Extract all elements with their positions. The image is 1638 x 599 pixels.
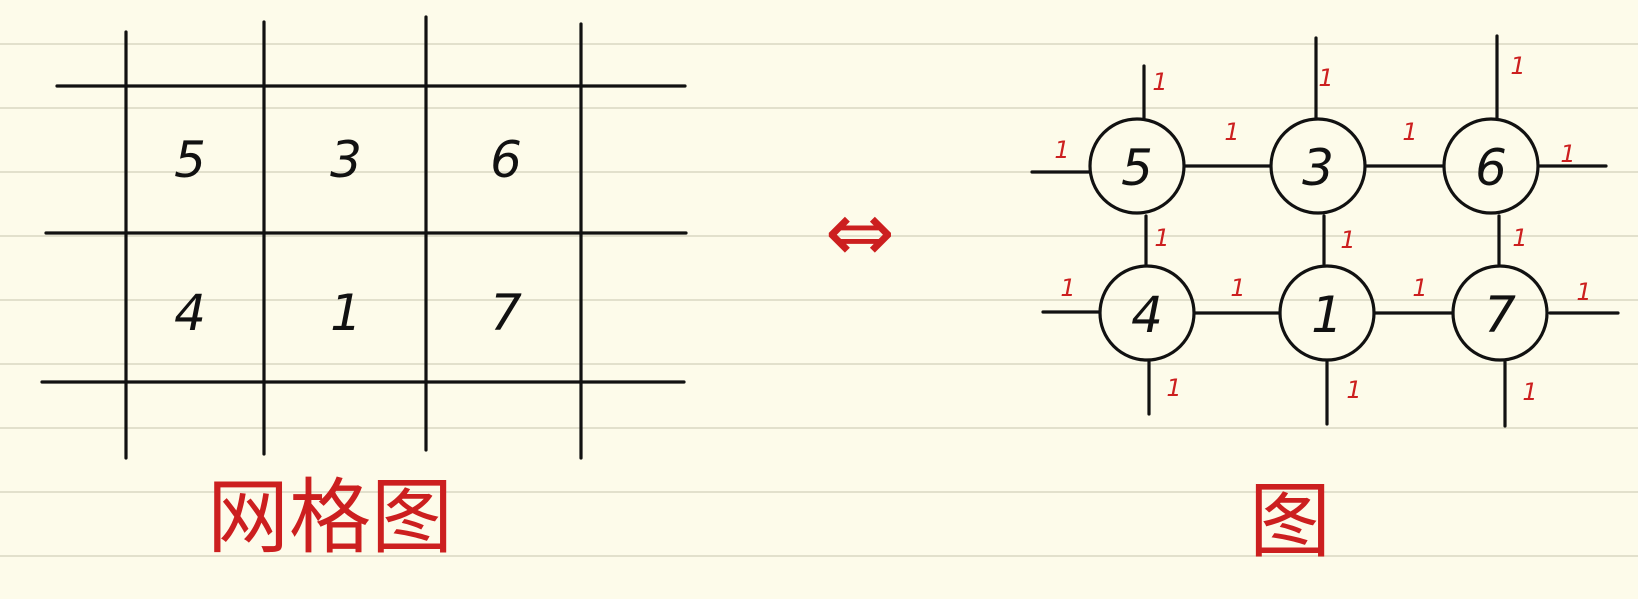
edge-weight-label: 1 [1224, 118, 1239, 146]
graph-node: 3 [1269, 117, 1367, 215]
edge-weight-label: 1 [1340, 226, 1355, 254]
graph-caption: 图 [1249, 475, 1331, 570]
edge-weight-label: 1 [1560, 140, 1575, 168]
grid-cell-value: 4 [174, 284, 206, 342]
edge-weight-label: 1 [1522, 378, 1537, 406]
equivalence-arrow-icon: ⇔ [825, 183, 895, 281]
edge-weight-label: 1 [1230, 274, 1245, 302]
edge-weight-label: 1 [1166, 374, 1181, 402]
edge-weight-label: 1 [1510, 52, 1525, 80]
grid-caption: 网格图 [207, 471, 453, 566]
grid-cell-value: 3 [330, 131, 362, 189]
edge-weight-label: 1 [1054, 136, 1069, 164]
edge-weight-label: 1 [1346, 376, 1361, 404]
grid-cell-value: 6 [490, 131, 522, 189]
edge-weight-label: 1 [1412, 274, 1427, 302]
graph-node-label: 7 [1484, 286, 1516, 344]
edge-weight-label: 1 [1318, 64, 1333, 92]
ruled-paper-lines [0, 43, 1638, 557]
edge-weight-label: 1 [1512, 224, 1527, 252]
graph-node-label: 1 [1311, 286, 1343, 344]
graph-node-label: 3 [1302, 139, 1334, 197]
graph-edges [1030, 34, 1620, 428]
graph-node: 5 [1088, 117, 1186, 215]
graph-node: 7 [1451, 264, 1549, 362]
graph-node: 1 [1278, 264, 1376, 362]
edge-weight-label: 1 [1152, 68, 1167, 96]
graph-node: 4 [1098, 264, 1196, 362]
grid-lines [40, 15, 688, 460]
grid-cell-value: 5 [174, 131, 206, 189]
graph-node-label: 5 [1121, 139, 1153, 197]
grid-cells: 5 3 6 4 1 7 [174, 131, 522, 342]
graph-nodes: 5 3 6 4 1 7 [1088, 117, 1549, 362]
graph-node-label: 4 [1131, 286, 1163, 344]
graph-node: 6 [1442, 117, 1540, 215]
edge-weight-label: 1 [1060, 274, 1075, 302]
edge-weight-label: 1 [1576, 278, 1591, 306]
edge-weight-label: 1 [1402, 118, 1417, 146]
grid-cell-value: 1 [330, 284, 362, 342]
edge-weights: 1 1 1 1 1 1 1 1 1 1 1 1 1 1 1 1 1 [1054, 52, 1591, 406]
grid-cell-value: 7 [490, 284, 522, 342]
graph-node-label: 6 [1475, 139, 1507, 197]
edge-weight-label: 1 [1154, 224, 1169, 252]
